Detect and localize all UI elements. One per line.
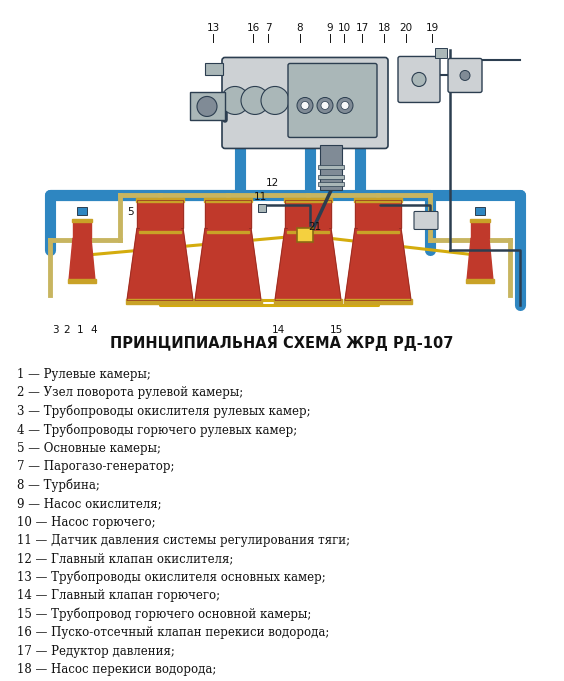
Text: 8: 8 bbox=[297, 23, 303, 33]
Circle shape bbox=[197, 97, 217, 116]
Bar bbox=[318, 183, 344, 187]
Bar bbox=[355, 200, 401, 228]
Bar bbox=[318, 165, 344, 170]
Bar bbox=[68, 279, 96, 283]
Circle shape bbox=[301, 101, 309, 110]
Text: 18: 18 bbox=[377, 23, 391, 33]
Bar bbox=[194, 300, 262, 304]
Bar bbox=[320, 146, 342, 191]
Polygon shape bbox=[467, 238, 493, 281]
Text: 3: 3 bbox=[52, 326, 58, 336]
Text: 1: 1 bbox=[77, 326, 83, 336]
Circle shape bbox=[297, 97, 313, 114]
Bar bbox=[205, 200, 251, 228]
Polygon shape bbox=[69, 238, 95, 281]
Text: 15: 15 bbox=[329, 326, 342, 336]
Bar bbox=[344, 300, 412, 304]
Bar bbox=[139, 232, 180, 234]
Bar bbox=[285, 200, 331, 228]
Text: 1 — Рулевые камеры;
2 — Узел поворота рулевой камеры;
3 — Трубопроводы окислител: 1 — Рулевые камеры; 2 — Узел поворота ру… bbox=[17, 368, 419, 681]
Bar bbox=[137, 200, 183, 228]
Text: 7: 7 bbox=[265, 23, 271, 33]
FancyBboxPatch shape bbox=[448, 59, 482, 93]
Text: 9: 9 bbox=[327, 23, 333, 33]
Bar bbox=[470, 219, 490, 223]
Bar bbox=[137, 200, 183, 228]
FancyBboxPatch shape bbox=[222, 57, 388, 148]
Circle shape bbox=[321, 101, 329, 110]
FancyBboxPatch shape bbox=[414, 212, 438, 229]
Bar bbox=[318, 176, 344, 180]
Bar bbox=[475, 208, 485, 215]
Bar bbox=[209, 227, 248, 234]
Bar bbox=[284, 198, 332, 202]
Bar bbox=[466, 279, 494, 283]
Bar bbox=[140, 227, 179, 234]
Circle shape bbox=[460, 70, 470, 80]
Bar bbox=[73, 221, 91, 238]
Text: 20: 20 bbox=[399, 23, 412, 33]
Bar bbox=[208, 232, 249, 234]
Text: 19: 19 bbox=[425, 23, 439, 33]
Text: 5: 5 bbox=[127, 208, 133, 217]
Text: 10: 10 bbox=[337, 23, 351, 33]
Bar bbox=[354, 198, 402, 202]
Bar bbox=[72, 219, 92, 223]
Bar bbox=[190, 93, 225, 121]
Text: 14: 14 bbox=[271, 326, 285, 336]
Circle shape bbox=[317, 97, 333, 114]
Bar bbox=[205, 200, 251, 228]
Bar bbox=[126, 300, 194, 304]
Text: 13: 13 bbox=[206, 23, 219, 33]
Bar bbox=[288, 232, 329, 234]
Polygon shape bbox=[127, 228, 193, 300]
Bar bbox=[285, 200, 331, 228]
Circle shape bbox=[261, 86, 289, 114]
FancyBboxPatch shape bbox=[288, 63, 377, 138]
Circle shape bbox=[241, 86, 269, 114]
Circle shape bbox=[412, 72, 426, 86]
Circle shape bbox=[337, 97, 353, 114]
Bar bbox=[258, 204, 266, 212]
Bar bbox=[358, 232, 399, 234]
Text: 17: 17 bbox=[355, 23, 369, 33]
Bar bbox=[136, 198, 184, 202]
Polygon shape bbox=[345, 228, 411, 300]
Text: 4: 4 bbox=[91, 326, 98, 336]
Text: 12: 12 bbox=[266, 178, 279, 189]
Text: 11: 11 bbox=[253, 193, 267, 202]
Text: 21: 21 bbox=[309, 223, 321, 232]
Polygon shape bbox=[195, 228, 261, 300]
FancyBboxPatch shape bbox=[398, 57, 440, 102]
Circle shape bbox=[341, 101, 349, 110]
Text: 2: 2 bbox=[64, 326, 70, 336]
Bar bbox=[471, 221, 489, 238]
Bar bbox=[204, 198, 252, 202]
Bar bbox=[355, 200, 401, 228]
Bar bbox=[205, 63, 223, 76]
Text: 16: 16 bbox=[246, 23, 259, 33]
Bar bbox=[359, 227, 398, 234]
Bar bbox=[288, 227, 328, 234]
FancyBboxPatch shape bbox=[297, 228, 313, 242]
Bar bbox=[435, 48, 447, 59]
Bar bbox=[77, 208, 87, 215]
Polygon shape bbox=[275, 228, 341, 300]
Text: ПРИНЦИПИАЛЬНАЯ СХЕМА ЖРД РД-107: ПРИНЦИПИАЛЬНАЯ СХЕМА ЖРД РД-107 bbox=[111, 336, 453, 351]
Circle shape bbox=[221, 86, 249, 114]
Bar bbox=[274, 300, 342, 304]
